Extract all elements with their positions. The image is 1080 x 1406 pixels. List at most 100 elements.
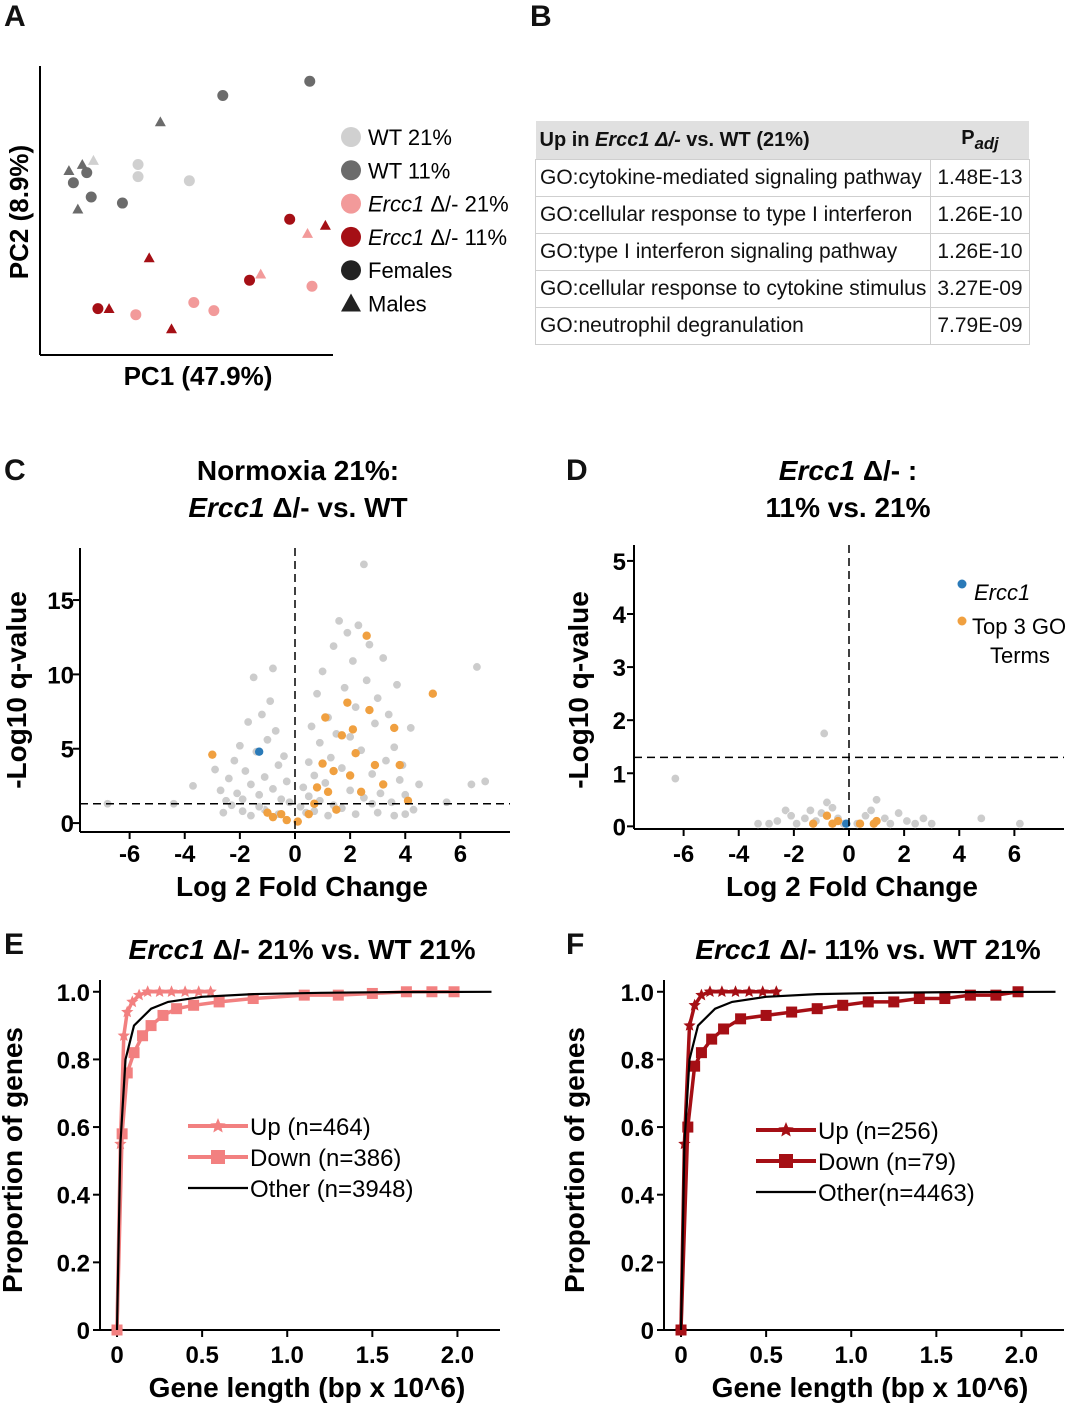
cdf-marker (137, 1030, 149, 1042)
volcano-d-ylabel: -Log10 q-value (563, 591, 594, 789)
y-tick-label: 0.2 (57, 1250, 90, 1277)
volcano-point (332, 805, 341, 814)
x-tick-label: 0 (110, 1342, 123, 1369)
cdf-e-title: Ercc1 Δ/- 21% vs. WT 21% (129, 934, 476, 965)
volcano-point (227, 800, 237, 810)
cdf-marker (735, 1013, 747, 1025)
volcano-point (373, 693, 383, 703)
volcano-point (238, 806, 248, 816)
go-table-header: Up in Ercc1 Δ/- vs. WT (21%) Padj (535, 121, 1030, 160)
volcano-point (340, 683, 350, 693)
volcano-point (805, 805, 815, 815)
pca-ylabel: PC2 (8.9%) (4, 145, 34, 279)
volcano-point (367, 769, 377, 779)
cdf-e-legend: Up (n=464) Down (n=386) Other (n=3948) (188, 1114, 413, 1203)
volcano-point (861, 811, 871, 821)
pca-point (63, 165, 75, 175)
volcano-point (370, 718, 380, 728)
cdf-legend-label: Up (n=464) (250, 1114, 371, 1141)
y-tick-label: 0.2 (621, 1250, 654, 1277)
cdf-marker (178, 985, 192, 997)
volcano-point (232, 788, 242, 798)
cdf-marker (695, 1047, 707, 1059)
x-tick-label: 0 (674, 1342, 687, 1369)
legend-top3-marker (957, 616, 967, 626)
y-tick-label: 2 (613, 708, 626, 735)
legend-triangle-icon (341, 293, 361, 312)
volcano-point (872, 816, 881, 826)
y-tick-label: 0 (61, 811, 74, 838)
pca-legend-label: Ercc1 Δ/- 21% (368, 192, 509, 217)
go-terms-table: Up in Ercc1 Δ/- vs. WT (21%) Padj GO:cyt… (534, 121, 1030, 345)
y-tick-label: 0.4 (57, 1183, 91, 1210)
x-tick-label: 0.5 (185, 1342, 218, 1369)
cdf-marker (837, 999, 849, 1011)
volcano-point (254, 802, 264, 812)
volcano-point (414, 779, 424, 789)
volcano-point (343, 698, 352, 707)
volcano-point (268, 663, 278, 673)
volcano-point (298, 782, 308, 792)
cdf-e-ylabel: Proportion of genes (0, 1027, 28, 1293)
volcano-point (400, 809, 410, 819)
cdf-e-ticks: 0 0.5 1.0 1.5 2.0 0 0.2 0.4 0.6 0.8 1.0 (57, 980, 475, 1369)
volcano-c-points (103, 559, 490, 826)
cdf-marker (862, 996, 874, 1008)
volcano-point (238, 794, 248, 804)
x-tick-label: 2.0 (441, 1342, 474, 1369)
pca-legend: WT 21% WT 11% Ercc1 Δ/- 21% Ercc1 Δ/- 11% Fe… (341, 125, 509, 317)
cdf-marker (760, 1009, 772, 1021)
volcano-point (894, 808, 904, 818)
cdf-marker (366, 987, 378, 999)
x-tick-label: -2 (783, 841, 804, 868)
pca-point (67, 177, 79, 189)
cdf-marker (153, 985, 166, 997)
cdf-marker (715, 985, 729, 997)
x-tick-label: 1.0 (835, 1342, 868, 1369)
volcano-point (880, 813, 890, 823)
cdf-marker (703, 985, 717, 997)
volcano-point (351, 748, 360, 758)
volcano-point (772, 816, 782, 826)
cdf-plot-f: Ercc1 Δ/- 11% vs. WT 21% 0 0.5 1.0 1.5 2.000… (559, 934, 1064, 1403)
y-tick-label: 0.6 (621, 1115, 654, 1142)
volcano-point (321, 713, 330, 722)
legend-circle-icon (341, 260, 361, 281)
x-tick-label: 2.0 (1005, 1342, 1038, 1369)
cdf-f-legend: Up (n=256) Down (n=79) Other(n=4463) (756, 1118, 975, 1207)
go-term: GO:neutrophil degranulation (534, 307, 932, 345)
volcano-point (918, 813, 928, 823)
volcano-point (833, 816, 843, 826)
volcano-point (466, 779, 476, 789)
go-term: GO:cellular response to type I interfero… (534, 196, 932, 234)
volcano-point (753, 819, 763, 829)
cdf-marker (689, 1060, 701, 1072)
pca-point (217, 89, 229, 101)
pca-point (92, 303, 104, 315)
pca-point (143, 252, 155, 263)
table-row: GO:type I interferon signaling pathway 1.… (534, 233, 1030, 271)
volcano-point (381, 756, 391, 766)
cdf-marker (786, 1006, 798, 1018)
pca-point (76, 158, 88, 169)
legend-top3-label-line1: Top 3 GO (972, 614, 1066, 639)
volcano-d-points (670, 728, 1025, 829)
panel-letter-c: C (4, 454, 26, 487)
cdf-legend-label: Up (n=256) (818, 1118, 939, 1145)
volcano-point (249, 672, 259, 682)
volcano-point (390, 723, 399, 733)
cdf-marker (171, 1003, 183, 1015)
pca-point (81, 167, 93, 179)
y-tick-label: 0.8 (621, 1047, 654, 1074)
legend-circle-icon (341, 160, 361, 181)
legend-star-icon (210, 1118, 226, 1133)
pca-point (183, 175, 195, 187)
volcano-point (337, 731, 347, 740)
y-tick-label: 1.0 (621, 980, 654, 1007)
go-table-header-padj: Padj (930, 121, 1030, 160)
volcano-point (866, 805, 876, 815)
volcano-point (304, 791, 314, 801)
pca-point (154, 116, 166, 127)
volcano-c-ticks: -6 -4 -2 0 2 4 6 0 5 10 15 (47, 588, 467, 868)
cdf-marker (133, 988, 146, 1001)
